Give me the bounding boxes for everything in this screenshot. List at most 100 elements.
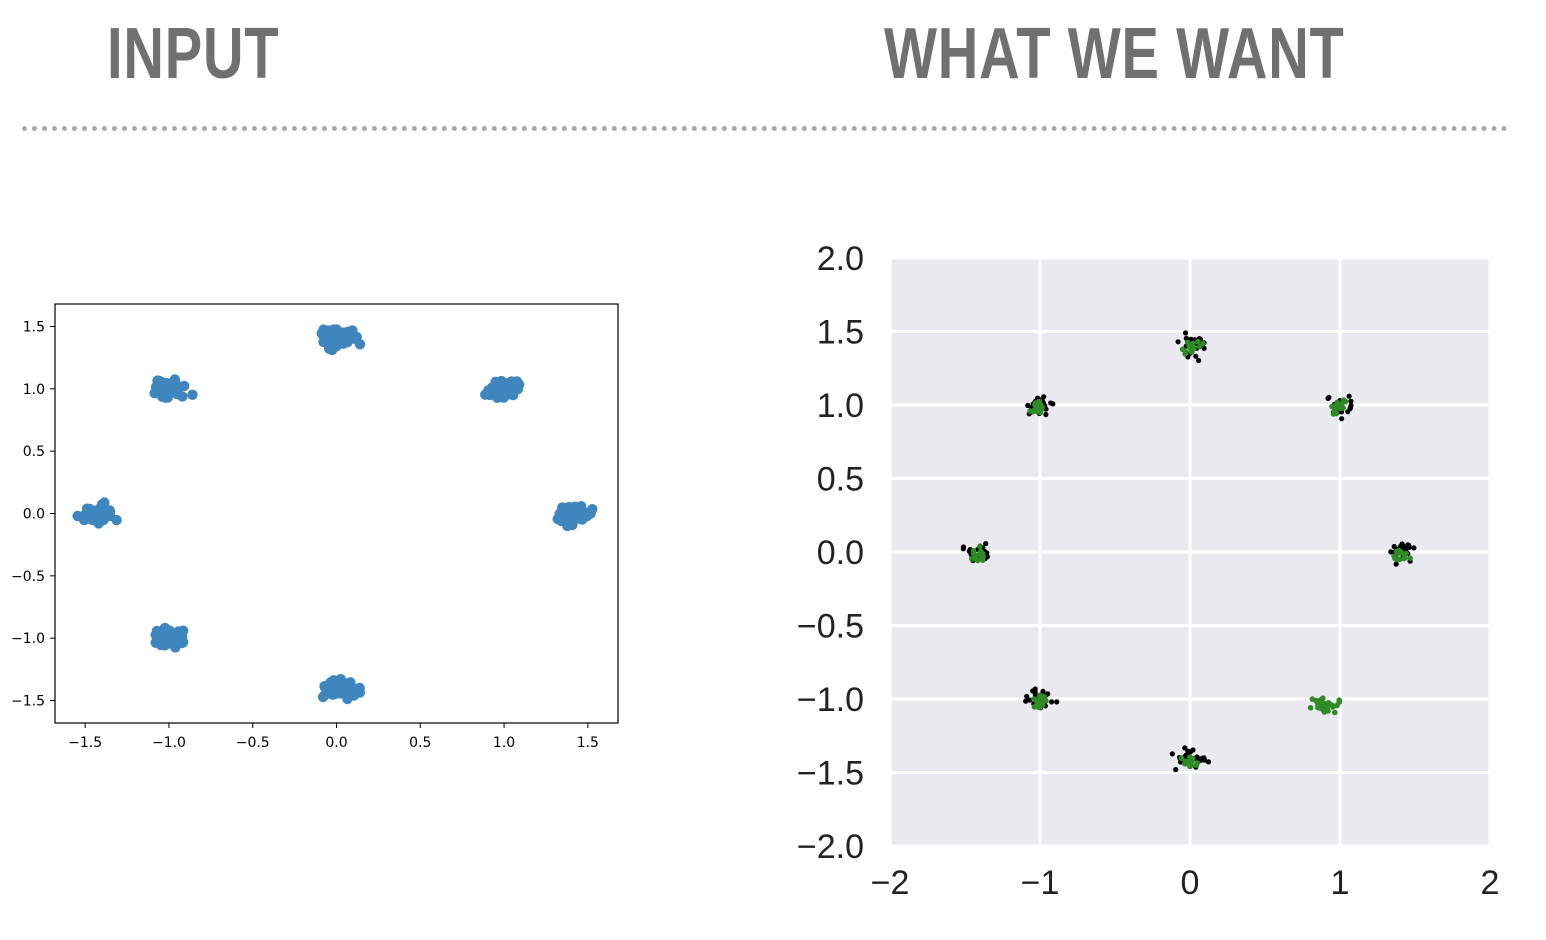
input-point (104, 507, 116, 518)
real-point (1388, 549, 1394, 555)
x-tick-label: −1.5 (68, 735, 102, 751)
generated-point (1030, 409, 1036, 415)
y-tick-label: −0.5 (797, 608, 864, 646)
input-point (167, 628, 178, 639)
real-point (1345, 409, 1351, 415)
real-point (1048, 699, 1055, 705)
input-cluster (552, 501, 598, 532)
y-tick-label: −1.0 (11, 631, 45, 647)
x-tick-label: −0.5 (236, 735, 270, 751)
input-cluster (150, 622, 189, 653)
x-tick-label: 1.5 (577, 735, 599, 751)
real-point (1202, 757, 1208, 763)
real-point (1173, 767, 1179, 773)
real-point (1040, 688, 1046, 694)
real-point (1030, 688, 1036, 694)
y-tick-label: −1.0 (797, 681, 864, 719)
x-tick-label: −2 (871, 864, 910, 902)
input-point (160, 389, 171, 400)
real-point (983, 541, 989, 547)
generated-point (1039, 404, 1045, 410)
generated-point (974, 557, 981, 564)
real-point (1399, 542, 1406, 548)
generated-point (1037, 692, 1043, 699)
generated-point (1182, 351, 1188, 357)
generated-cluster (969, 543, 986, 564)
real-point (1190, 747, 1196, 753)
y-tick-label: −1.5 (797, 755, 864, 793)
generated-point (1330, 411, 1337, 417)
generated-point (1332, 709, 1338, 716)
generated-point (1393, 555, 1400, 562)
generated-point (1032, 402, 1038, 408)
x-tick-label: 0.0 (325, 735, 347, 751)
y-tick-label: −2.0 (797, 828, 864, 866)
generated-point (1329, 403, 1335, 410)
generated-cluster (1031, 692, 1049, 711)
x-tick-label: 0 (1181, 864, 1200, 902)
generated-point (1039, 702, 1046, 708)
input-point (179, 380, 190, 392)
y-tick-label: −0.5 (11, 569, 45, 585)
y-tick-label: 1.5 (23, 319, 45, 335)
dotted-divider (22, 126, 1508, 131)
generated-point (1190, 340, 1196, 347)
input-point (92, 507, 104, 518)
target-scatter-chart: −2 −1 0 1 2 2.0 1.5 1.0 0.5 0.0 −0.5 −1.0 −1.5 −2.0 (797, 240, 1500, 902)
real-point (1411, 545, 1417, 551)
y-tick-label: 2.0 (817, 240, 864, 278)
generated-point (1036, 398, 1042, 405)
generated-cluster (1391, 547, 1413, 563)
generated-cluster (1329, 397, 1349, 417)
generated-point (1336, 697, 1342, 703)
real-point (1054, 699, 1060, 705)
input-point (501, 384, 512, 396)
input-cluster (317, 673, 365, 705)
x-tick-label: 1 (1331, 864, 1350, 902)
real-point (1406, 544, 1412, 550)
input-point (156, 378, 168, 390)
input-point (488, 381, 500, 392)
generated-cluster (1178, 754, 1201, 770)
input-point (95, 515, 107, 527)
input-point (552, 513, 563, 525)
plot-frame (54, 303, 619, 724)
y-tick-label: 0.5 (23, 444, 45, 460)
real-point (1348, 398, 1354, 404)
generated-point (1034, 408, 1041, 415)
real-point (1185, 748, 1191, 754)
generated-point (1342, 398, 1349, 405)
input-cluster (480, 375, 525, 403)
input-point (327, 344, 338, 356)
y-tick-label: 1.0 (23, 382, 45, 398)
real-point (1196, 357, 1202, 364)
generated-cluster (1179, 338, 1206, 357)
real-point (1182, 745, 1188, 751)
real-point (960, 546, 966, 552)
generated-point (1322, 704, 1329, 710)
generated-point (1309, 696, 1316, 702)
generated-point (1396, 547, 1402, 554)
generated-point (1040, 696, 1047, 702)
x-tick-label: 1.0 (493, 735, 515, 751)
y-tick-label: 0.0 (817, 534, 864, 572)
real-point (1326, 394, 1332, 401)
generated-point (1178, 755, 1185, 761)
generated-point (1330, 704, 1336, 710)
input-point (111, 514, 122, 526)
generated-point (1195, 338, 1201, 345)
generated-point (980, 553, 986, 560)
generated-point (1187, 763, 1193, 770)
real-point (1169, 751, 1175, 757)
generated-cluster (1027, 398, 1045, 416)
x-tick-label: 0.5 (409, 735, 431, 751)
generated-point (1400, 555, 1407, 562)
input-cluster (316, 324, 366, 356)
real-point (1347, 405, 1353, 411)
input-cluster (149, 374, 198, 403)
y-tick-label: 1.5 (817, 314, 864, 352)
real-point (1183, 330, 1189, 336)
input-cluster (72, 497, 122, 529)
generated-point (1340, 405, 1346, 411)
generated-point (1182, 761, 1188, 767)
